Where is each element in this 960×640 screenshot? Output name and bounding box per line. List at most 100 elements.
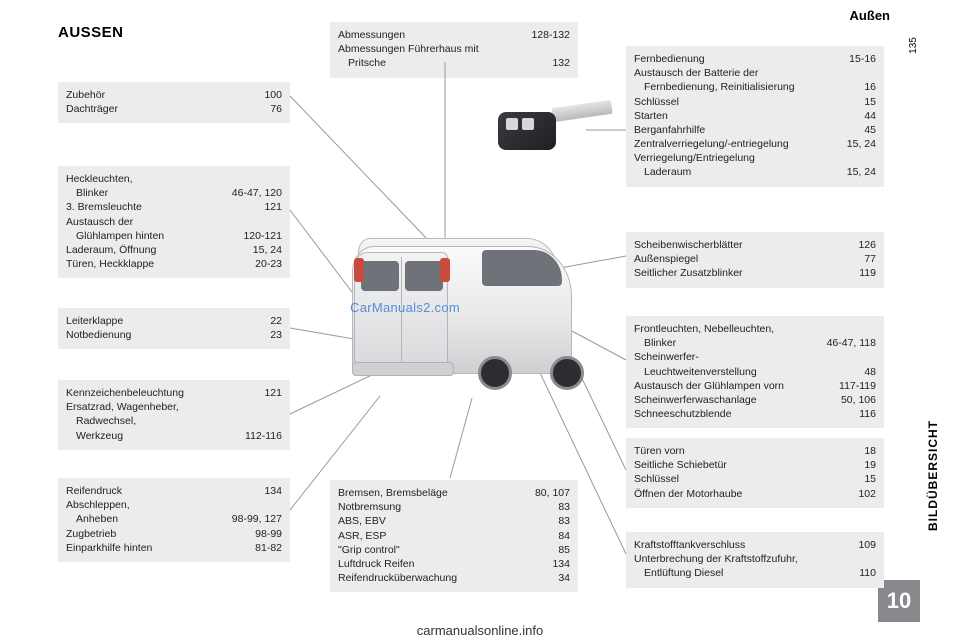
index-row: Luftdruck Reifen134 (338, 557, 570, 571)
index-pages: 50, 106 (841, 393, 876, 407)
index-row: Leiterklappe22 (66, 314, 282, 328)
index-row: Dachträger76 (66, 102, 282, 116)
index-row: Reifendrucküberwachung34 (338, 571, 570, 585)
index-pages: 34 (558, 571, 570, 585)
index-label: Außenspiegel (634, 252, 864, 266)
index-label: Schlüssel (634, 472, 864, 486)
index-label: Türen vorn (634, 444, 864, 458)
index-label: Starten (634, 109, 864, 123)
index-row: ASR, ESP84 (338, 529, 570, 543)
index-pages: 128-132 (531, 28, 570, 42)
box-dimensions: Abmessungen128-132Abmessungen Führerhaus… (330, 22, 578, 78)
box-wipers: Scheibenwischerblätter126Außenspiegel77S… (626, 232, 884, 288)
index-row: Laderaum15, 24 (634, 165, 876, 179)
index-row: Starten44 (634, 109, 876, 123)
index-row: Zugbetrieb98-99 (66, 527, 282, 541)
index-row: Austausch der Glühlampen vorn117-119 (634, 379, 876, 393)
index-pages: 134 (552, 557, 570, 571)
index-label: Einparkhilfe hinten (66, 541, 255, 555)
index-label: Frontleuchten, Nebelleuchten, (634, 322, 876, 336)
index-pages: 15 (864, 95, 876, 109)
index-label: Verriegelung/Entriegelung (634, 151, 876, 165)
index-row: Abschleppen, (66, 498, 282, 512)
key-fob-illustration (498, 100, 608, 160)
index-row: Bremsen, Bremsbeläge80, 107 (338, 486, 570, 500)
index-pages: 112-116 (245, 429, 282, 443)
index-label: Zubehör (66, 88, 264, 102)
section-header: Außen (850, 8, 890, 23)
index-row: Scheibenwischerblätter126 (634, 238, 876, 252)
index-row: Kraftstofftankverschluss109 (634, 538, 876, 552)
index-pages: 15-16 (849, 52, 876, 66)
index-pages: 23 (270, 328, 282, 342)
index-pages: 121 (264, 200, 282, 214)
side-label: BILDÜBERSICHT (926, 420, 940, 531)
index-row: Heckleuchten, (66, 172, 282, 186)
index-label: Berganfahrhilfe (634, 123, 864, 137)
index-row: Scheinwerfer- (634, 350, 876, 364)
index-label: Ersatzrad, Wagenheber, (66, 400, 282, 414)
index-label: Türen, Heckklappe (66, 257, 255, 271)
index-row: Radwechsel, (66, 414, 282, 428)
box-plate-light: Kennzeichenbeleuchtung121Ersatzrad, Wage… (58, 380, 290, 450)
index-pages: 15 (864, 472, 876, 486)
page-title: AUSSEN (58, 24, 124, 41)
index-label: Leuchtweitenverstellung (634, 365, 864, 379)
index-row: Frontleuchten, Nebelleuchten, (634, 322, 876, 336)
index-pages: 45 (864, 123, 876, 137)
index-pages: 119 (859, 266, 876, 280)
index-row: Ersatzrad, Wagenheber, (66, 400, 282, 414)
index-label: Abmessungen Führerhaus mit (338, 42, 570, 56)
index-row: Verriegelung/Entriegelung (634, 151, 876, 165)
index-label: Blinker (66, 186, 232, 200)
index-row: Schneeschutzblende116 (634, 407, 876, 421)
index-row: Glühlampen hinten120-121 (66, 229, 282, 243)
box-ladder-flap: Leiterklappe22Notbedienung23 (58, 308, 290, 349)
index-pages: 126 (858, 238, 876, 252)
index-label: 3. Bremsleuchte (66, 200, 264, 214)
index-label: Blinker (634, 336, 827, 350)
index-pages: 120-121 (243, 229, 282, 243)
index-label: Dachträger (66, 102, 270, 116)
index-label: Leiterklappe (66, 314, 270, 328)
index-pages: 15, 24 (253, 243, 282, 257)
index-pages: 98-99, 127 (232, 512, 282, 526)
index-pages: 109 (858, 538, 876, 552)
index-label: Notbremsung (338, 500, 558, 514)
index-pages: 22 (270, 314, 282, 328)
index-label: Schlüssel (634, 95, 864, 109)
index-label: ASR, ESP (338, 529, 558, 543)
index-pages: 84 (558, 529, 570, 543)
index-row: Leuchtweitenverstellung48 (634, 365, 876, 379)
watermark: CarManuals2.com (350, 300, 460, 315)
index-row: Seitliche Schiebetür19 (634, 458, 876, 472)
index-row: "Grip control"85 (338, 543, 570, 557)
index-label: Seitliche Schiebetür (634, 458, 864, 472)
index-row: Öffnen der Motorhaube102 (634, 487, 876, 501)
index-label: Scheinwerfer- (634, 350, 876, 364)
index-pages: 20-23 (255, 257, 282, 271)
box-rear-lights: Heckleuchten,Blinker46-47, 1203. Bremsle… (58, 166, 290, 278)
index-row: Fernbedienung, Reinitialisierung16 (634, 80, 876, 94)
index-row: Anheben98-99, 127 (66, 512, 282, 526)
index-pages: 83 (558, 514, 570, 528)
index-label: Pritsche (338, 56, 552, 70)
index-pages: 76 (270, 102, 282, 116)
index-label: Laderaum (634, 165, 847, 179)
index-label: Austausch der Glühlampen vorn (634, 379, 839, 393)
index-label: ABS, EBV (338, 514, 558, 528)
index-label: Glühlampen hinten (66, 229, 243, 243)
index-pages: 85 (558, 543, 570, 557)
box-accessories: Zubehör100Dachträger76 (58, 82, 290, 123)
index-pages: 19 (864, 458, 876, 472)
index-label: Kraftstofftankverschluss (634, 538, 858, 552)
index-pages: 15, 24 (847, 165, 876, 179)
index-row: Abmessungen128-132 (338, 28, 570, 42)
index-row: Werkzeug112-116 (66, 429, 282, 443)
footer-url: carmanualsonline.info (417, 623, 543, 638)
index-row: ABS, EBV83 (338, 514, 570, 528)
index-pages: 132 (552, 56, 570, 70)
box-remote: Fernbedienung15-16Austausch der Batterie… (626, 46, 884, 187)
index-label: Zentralverriegelung/-entriegelung (634, 137, 847, 151)
index-row: Entlüftung Diesel110 (634, 566, 876, 580)
